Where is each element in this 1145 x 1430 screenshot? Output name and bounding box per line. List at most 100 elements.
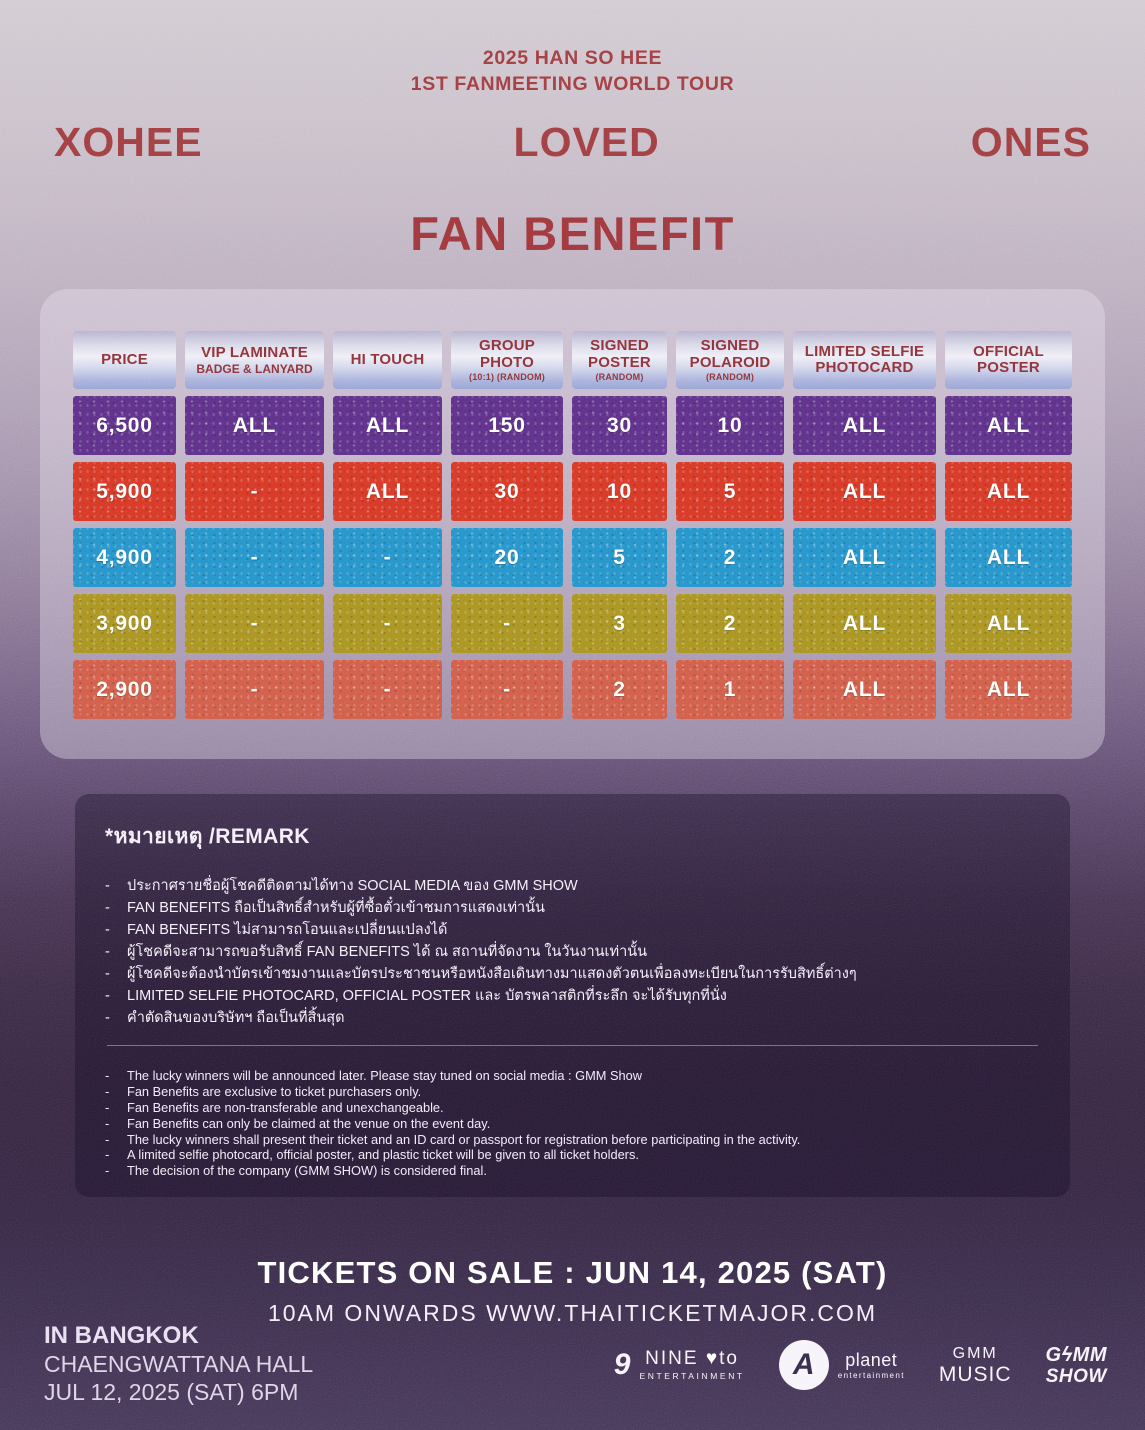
column-header-signed-polaroid: SIGNED POLAROID (RANDOM) — [676, 331, 784, 390]
price-cell: 5,900 — [73, 462, 176, 522]
logo-word: MM — [1072, 1343, 1107, 1366]
remark-text: ประกาศรายชื่อผู้โชคดีติดตามได้ทาง SOCIAL… — [127, 878, 578, 895]
logo-text: NINE ♥to — [645, 1349, 739, 1368]
logo-subtext: ENTERTAINMENT — [639, 1371, 745, 1382]
remark-text: LIMITED SELFIE PHOTOCARD, OFFICIAL POSTE… — [127, 988, 727, 1005]
table-row-6500: 6,500 ALL ALL 150 30 10 ALL ALL — [73, 396, 1072, 456]
bullet-dash: - — [105, 1100, 110, 1116]
venue-hall: CHAENGWATTANA HALL — [44, 1350, 314, 1377]
bullet-dash: - — [105, 1084, 110, 1100]
column-title: OFFICIAL POSTER — [973, 343, 1044, 377]
table-cell: - — [333, 528, 442, 588]
footer: IN BANGKOK CHAENGWATTANA HALL JUL 12, 20… — [0, 1321, 1145, 1406]
tour-word-loved: LOVED — [513, 119, 660, 166]
bullet-dash: - — [105, 1147, 110, 1163]
remark-text: Fan Benefits are exclusive to ticket pur… — [127, 1084, 422, 1100]
bullet-dash: - — [105, 1131, 110, 1147]
table-cell: 10 — [572, 462, 667, 522]
remark-english-list: - The lucky winners will be announced lat… — [105, 1068, 1040, 1179]
tour-name-row: XOHEE LOVED ONES — [0, 119, 1145, 166]
table-cell: ALL — [945, 660, 1072, 720]
list-item: - The lucky winners will be announced lat… — [105, 1068, 1040, 1084]
table-cell: ALL — [333, 396, 442, 456]
bullet-dash: - — [105, 878, 110, 895]
table-cell: 30 — [572, 396, 667, 456]
table-cell: - — [333, 594, 442, 654]
bullet-dash: - — [105, 922, 110, 939]
remark-text: The lucky winners shall present their ti… — [127, 1131, 801, 1147]
table-cell: ALL — [793, 660, 936, 720]
bullet-dash: - — [105, 1010, 110, 1027]
column-header-signed-poster: SIGNED POSTER (RANDOM) — [572, 331, 667, 390]
a-planet-icon: A — [778, 1340, 829, 1390]
logo-subtext: SHOW — [1045, 1365, 1107, 1387]
column-note: (RANDOM) — [705, 371, 755, 382]
table-cell: 10 — [676, 396, 784, 456]
tickets-on-sale-block: TICKETS ON SALE : JUN 14, 2025 (SAT) 10A… — [0, 1255, 1145, 1327]
table-cell: 3 — [572, 594, 667, 654]
table-cell: ALL — [793, 594, 936, 654]
column-header-vip-laminate: VIP LAMINATE BADGE & LANYARD — [185, 331, 324, 390]
list-item: - Fan Benefits can only be claimed at the… — [105, 1116, 1040, 1132]
column-header-official-poster: OFFICIAL POSTER — [945, 331, 1072, 390]
bullet-dash: - — [105, 1163, 110, 1179]
table-cell: 1 — [676, 660, 784, 720]
table-cell: ALL — [185, 396, 324, 456]
a-planet-entertainment-logo: A planet entertainment — [778, 1340, 905, 1390]
bullet-dash: - — [105, 944, 110, 961]
column-title: VIP LAMINATE — [201, 344, 308, 362]
list-item: - Fan Benefits are exclusive to ticket pu… — [105, 1084, 1040, 1100]
column-title: PRICE — [101, 351, 148, 369]
list-item: - Fan Benefits are non-transferable and u… — [105, 1100, 1040, 1116]
nine-heart-icon: 9 — [613, 1348, 631, 1381]
remark-text: Fan Benefits can only be claimed at the … — [127, 1115, 491, 1131]
table-cell: - — [185, 528, 324, 588]
tour-title: 2025 HAN SO HEE 1ST FANMEETING WORLD TOU… — [0, 0, 1145, 97]
table-cell: 2 — [676, 528, 784, 588]
gmm-show-logo: GϟMM SHOW — [1046, 1345, 1107, 1386]
logo-word: NINE — [645, 1348, 699, 1370]
remark-heading: *หมายเหตุ /REMARK — [105, 825, 310, 849]
venue-city: IN BANGKOK — [44, 1321, 199, 1349]
bullet-dash: - — [105, 988, 110, 1005]
table-cell: 150 — [451, 396, 563, 456]
table-cell: - — [451, 660, 563, 720]
price-cell: 3,900 — [73, 594, 176, 654]
gmm-music-logo: GMM MUSIC — [938, 1345, 1012, 1386]
table-row-4900: 4,900 - - 20 5 2 ALL ALL — [73, 528, 1072, 588]
table-cell: ALL — [333, 462, 442, 522]
table-cell: - — [185, 594, 324, 654]
venue-info: IN BANGKOK CHAENGWATTANA HALL JUL 12, 20… — [44, 1321, 313, 1406]
logo-subtext: MUSIC — [938, 1362, 1012, 1386]
column-title: GROUP PHOTO — [478, 337, 535, 371]
price-cell: 4,900 — [73, 528, 176, 588]
column-note: (RANDOM) — [595, 371, 644, 382]
tickets-on-sale-date: TICKETS ON SALE : JUN 14, 2025 (SAT) — [257, 1255, 888, 1291]
price-cell: 2,900 — [73, 660, 176, 720]
logo-subtext: entertainment — [837, 1370, 905, 1380]
list-item: - The decision of the company (GMM SHOW) … — [105, 1163, 1040, 1179]
column-title: SIGNED POSTER — [588, 337, 651, 371]
column-header-group-photo: GROUP PHOTO (10:1) (RANDOM) — [451, 331, 563, 390]
table-cell: ALL — [793, 462, 936, 522]
tour-word-xohee: XOHEE — [54, 119, 203, 166]
list-item: - The lucky winners shall present their t… — [105, 1132, 1040, 1148]
tour-title-line2: 1ST FANMEETING WORLD TOUR — [410, 72, 735, 95]
column-header-hi-touch: HI TOUCH — [333, 331, 442, 390]
table-cell: - — [185, 462, 324, 522]
price-cell: 6,500 — [73, 396, 176, 456]
remark-text: คำตัดสินของบริษัทฯ ถือเป็นที่สิ้นสุด — [127, 1010, 345, 1027]
column-title: HI TOUCH — [350, 351, 425, 369]
table-cell: ALL — [793, 528, 936, 588]
table-cell: ALL — [945, 594, 1072, 654]
column-subtitle: BADGE & LANYARD — [196, 361, 313, 376]
table-cell: ALL — [945, 528, 1072, 588]
list-item: - FAN BENEFITS ไม่สามารถโอนและเปลี่ยนแปลง… — [105, 919, 1040, 941]
page-title: FAN BENEFIT — [410, 207, 735, 261]
logo-word: G — [1045, 1343, 1062, 1366]
table-cell: 5 — [676, 462, 784, 522]
table-row-5900: 5,900 - ALL 30 10 5 ALL ALL — [73, 462, 1072, 522]
heart-icon: ♥ — [705, 1348, 720, 1370]
column-note: (10:1) (RANDOM) — [469, 371, 545, 382]
